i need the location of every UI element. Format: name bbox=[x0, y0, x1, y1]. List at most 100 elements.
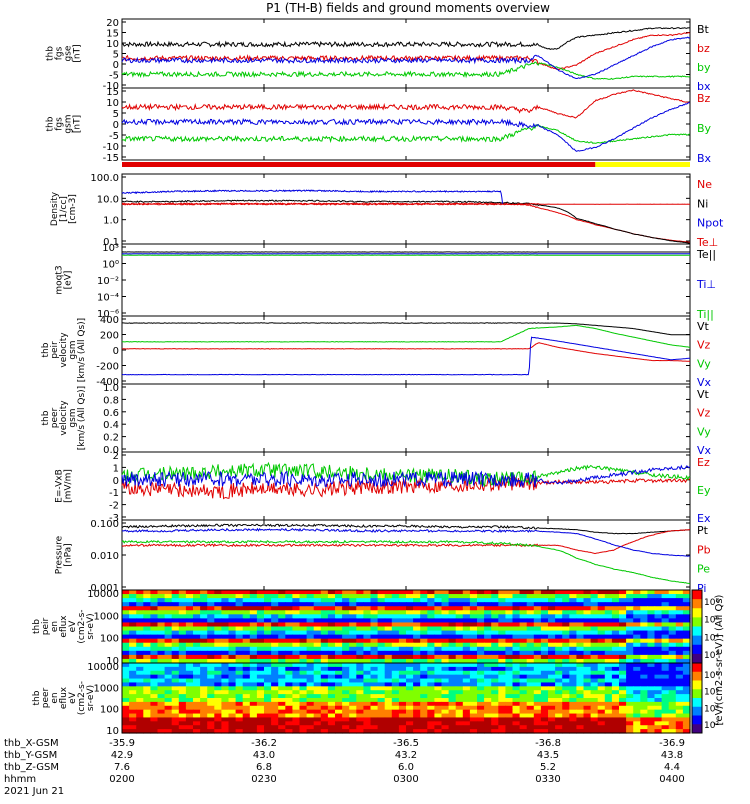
heatmap-cell bbox=[285, 655, 293, 660]
heatmap-cell bbox=[527, 651, 535, 656]
heatmap-cell bbox=[200, 655, 208, 660]
heatmap-cell bbox=[569, 706, 577, 710]
heatmap-cell bbox=[676, 686, 684, 690]
heatmap-cell bbox=[214, 698, 222, 702]
heatmap-cell bbox=[356, 686, 364, 690]
heatmap-cell bbox=[406, 725, 414, 729]
heatmap-cell bbox=[307, 639, 315, 644]
heatmap-cell bbox=[363, 690, 371, 694]
heatmap-cell bbox=[392, 667, 400, 671]
heatmap-cell bbox=[655, 667, 663, 671]
heatmap-cell bbox=[214, 690, 222, 694]
heatmap-cell bbox=[250, 647, 258, 652]
heatmap-cell bbox=[165, 598, 173, 603]
heatmap-cell bbox=[449, 667, 457, 671]
y-tick-label: 100 bbox=[100, 634, 119, 645]
heatmap-cell bbox=[257, 614, 265, 619]
heatmap-cell bbox=[363, 714, 371, 718]
heatmap-cell bbox=[555, 690, 563, 694]
heatmap-cell bbox=[420, 639, 428, 644]
heatmap-cell bbox=[285, 717, 293, 721]
heatmap-cell bbox=[236, 698, 244, 702]
heatmap-cell bbox=[236, 714, 244, 718]
heatmap-cell bbox=[150, 655, 158, 660]
heatmap-cell bbox=[406, 627, 414, 632]
heatmap-cell bbox=[314, 706, 322, 710]
heatmap-cell bbox=[605, 710, 613, 714]
heatmap-cell bbox=[158, 721, 166, 725]
heatmap-cell bbox=[385, 590, 393, 595]
heatmap-cell bbox=[619, 618, 627, 623]
heatmap-cell bbox=[150, 667, 158, 671]
heatmap-cell bbox=[257, 671, 265, 675]
heatmap-cell bbox=[150, 614, 158, 619]
panel-ylabel: [cm-3] bbox=[68, 194, 78, 224]
heatmap-cell bbox=[229, 698, 237, 702]
heatmap-cell bbox=[527, 725, 535, 729]
heatmap-cell bbox=[534, 690, 542, 694]
heatmap-cell bbox=[292, 627, 300, 632]
heatmap-cell bbox=[605, 706, 613, 710]
heatmap-cell bbox=[314, 702, 322, 706]
heatmap-cell bbox=[470, 655, 478, 660]
heatmap-cell bbox=[505, 686, 513, 690]
heatmap-cell bbox=[598, 675, 606, 679]
heatmap-cell bbox=[598, 622, 606, 627]
heatmap-cell bbox=[136, 590, 144, 595]
heatmap-cell bbox=[633, 725, 641, 729]
heatmap-cell bbox=[186, 671, 194, 675]
heatmap-cell bbox=[172, 594, 180, 599]
heatmap-cell bbox=[243, 690, 251, 694]
heatmap-cell bbox=[158, 706, 166, 710]
heatmap-cell bbox=[626, 606, 634, 611]
heatmap-cell bbox=[186, 610, 194, 615]
heatmap-cell bbox=[285, 651, 293, 656]
heatmap-cell bbox=[179, 622, 187, 627]
heatmap-cell bbox=[179, 651, 187, 656]
colorbar-swatch bbox=[692, 599, 702, 609]
heatmap-cell bbox=[363, 643, 371, 648]
heatmap-cell bbox=[513, 679, 521, 683]
heatmap-cell bbox=[278, 671, 286, 675]
heatmap-cell bbox=[385, 690, 393, 694]
heatmap-cell bbox=[619, 675, 627, 679]
heatmap-cell bbox=[633, 690, 641, 694]
heatmap-cell bbox=[271, 690, 279, 694]
heatmap-cell bbox=[676, 698, 684, 702]
heatmap-cell bbox=[214, 635, 222, 640]
heatmap-cell bbox=[633, 622, 641, 627]
heatmap-cell bbox=[150, 721, 158, 725]
heatmap-cell bbox=[257, 598, 265, 603]
heatmap-cell bbox=[484, 690, 492, 694]
heatmap-cell bbox=[292, 714, 300, 718]
heatmap-cell bbox=[669, 706, 677, 710]
heatmap-cell bbox=[136, 618, 144, 623]
heatmap-cell bbox=[271, 610, 279, 615]
heatmap-cell bbox=[349, 598, 357, 603]
heatmap-cell bbox=[179, 635, 187, 640]
heatmap-cell bbox=[633, 682, 641, 686]
date-label: 2021 Jun 21 bbox=[4, 786, 64, 797]
heatmap-cell bbox=[427, 690, 435, 694]
heatmap-cell bbox=[513, 675, 521, 679]
heatmap-cell bbox=[434, 655, 442, 660]
heatmap-cell bbox=[385, 682, 393, 686]
heatmap-cell bbox=[619, 590, 627, 595]
heatmap-cell bbox=[236, 690, 244, 694]
heatmap-cell bbox=[271, 594, 279, 599]
heatmap-cell bbox=[505, 594, 513, 599]
heatmap-cell bbox=[442, 725, 450, 729]
heatmap-cell bbox=[513, 667, 521, 671]
heatmap-cell bbox=[548, 635, 556, 640]
heatmap-cell bbox=[498, 602, 506, 607]
heatmap-cell bbox=[285, 682, 293, 686]
heatmap-cell bbox=[307, 725, 315, 729]
heatmap-cell bbox=[548, 725, 556, 729]
heatmap-cell bbox=[413, 682, 421, 686]
legend-label: Ni bbox=[697, 197, 708, 210]
heatmap-cell bbox=[612, 610, 620, 615]
heatmap-cell bbox=[427, 602, 435, 607]
heatmap-cell bbox=[335, 651, 343, 656]
heatmap-cell bbox=[420, 614, 428, 619]
heatmap-cell bbox=[427, 675, 435, 679]
